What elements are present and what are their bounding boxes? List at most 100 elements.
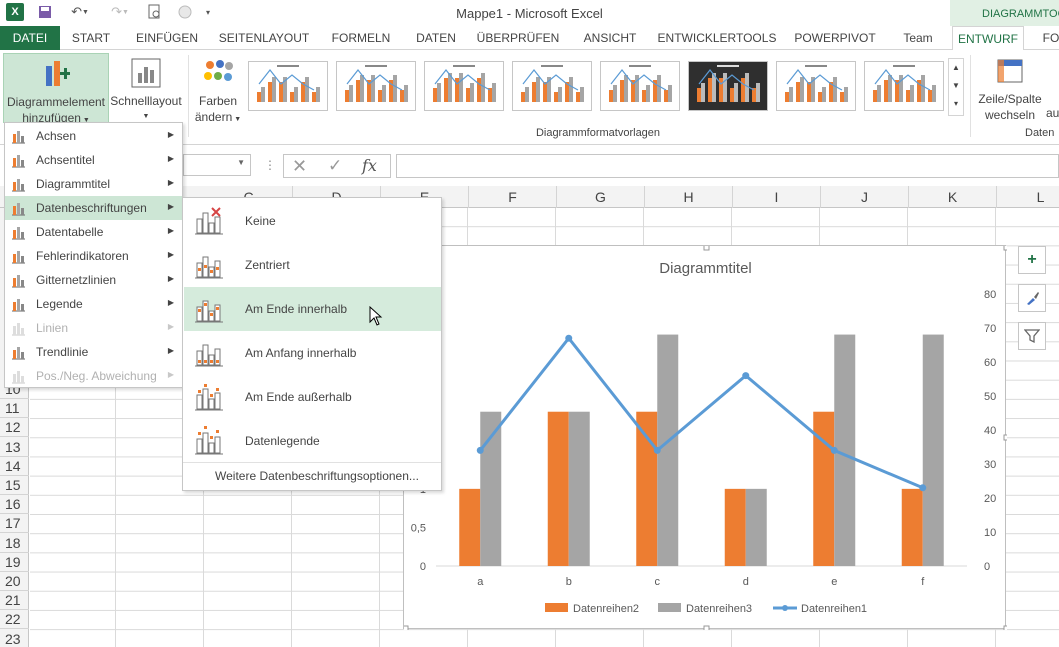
tab-überprüfen[interactable]: ÜBERPRÜFEN [476, 31, 560, 45]
undo-icon[interactable]: ↶ ▼ [71, 4, 89, 19]
menu-item-posnegabweichung[interactable]: Pos./Neg. Abweichung ▶ [5, 364, 182, 388]
chart-elements-plus-icon[interactable]: + [1018, 246, 1046, 274]
chart-styles-brush-icon[interactable] [1018, 284, 1046, 312]
chart-style-thumbnail[interactable] [864, 61, 944, 111]
confirm-icon[interactable]: ✓ [328, 156, 343, 175]
name-box[interactable]: ▼ [183, 154, 251, 176]
menu-item-linien[interactable]: Linien ▶ [5, 316, 182, 340]
menu-item-gitternetzlinien[interactable]: Gitternetzlinien ▶ [5, 268, 182, 292]
resize-handle[interactable] [1003, 625, 1007, 630]
line-point-a[interactable] [476, 446, 484, 454]
tab-fo[interactable]: FO [1042, 31, 1059, 45]
chart-title[interactable]: Diagrammtitel [659, 260, 752, 277]
gallery-scroll[interactable]: ▲ ▼ ▾ [948, 58, 964, 116]
bar-datenreihen2-f[interactable] [901, 488, 923, 566]
menu-item-datentabelle[interactable]: Datentabelle ▶ [5, 220, 182, 244]
circle-icon[interactable] [176, 3, 194, 21]
chart-style-thumbnail[interactable] [776, 61, 856, 111]
redo-icon[interactable]: ↷ ▼ [111, 4, 129, 19]
row-header-19[interactable]: 19 [0, 553, 29, 572]
submenu-item-1[interactable]: Keine [184, 199, 441, 243]
chart-style-thumbnail[interactable] [688, 61, 768, 111]
tab-seitenlayout[interactable]: SEITENLAYOUT [218, 31, 310, 45]
bar-datenreihen2-e[interactable] [813, 411, 835, 566]
bar-datenreihen3-a[interactable] [480, 411, 502, 566]
bar-datenreihen3-c[interactable] [657, 334, 679, 566]
row-header-14[interactable]: 14 [0, 457, 29, 476]
column-header-h[interactable]: H [645, 186, 733, 208]
row-header-23[interactable]: 23 [0, 630, 29, 647]
row-header-18[interactable]: 18 [0, 534, 29, 553]
submenu-item-6[interactable]: Datenlegende [184, 419, 441, 463]
row-header-20[interactable]: 20 [0, 572, 29, 591]
tab-entwurf[interactable]: ENTWURF [952, 26, 1024, 51]
bar-datenreihen3-f[interactable] [922, 334, 944, 566]
menu-item-diagrammtitel[interactable]: Diagrammtitel ▶ [5, 172, 182, 196]
row-header-11[interactable]: 11 [0, 399, 29, 419]
resize-handle[interactable] [1003, 434, 1007, 441]
save-icon[interactable] [36, 3, 54, 21]
line-point-d[interactable] [742, 372, 750, 380]
print-preview-icon[interactable] [146, 3, 164, 21]
tab-ansicht[interactable]: ANSICHT [583, 31, 637, 45]
bar-datenreihen3-d[interactable] [745, 488, 767, 566]
submenu-item-5[interactable]: Am Ende außerhalb [184, 375, 441, 419]
resize-handle[interactable] [404, 625, 409, 630]
line-point-e[interactable] [830, 446, 838, 454]
tab-team[interactable]: Team [903, 31, 933, 45]
bar-datenreihen3-e[interactable] [834, 334, 856, 566]
cancel-icon[interactable]: ✕ [292, 156, 308, 176]
menu-item-legende[interactable]: Legende ▶ [5, 292, 182, 316]
row-header-21[interactable]: 21 [0, 591, 29, 611]
column-header-j[interactable]: J [821, 186, 909, 208]
tab-einfügen[interactable]: EINFÜGEN [135, 31, 198, 45]
more-data-label-options[interactable]: Weitere Datenbeschriftungsoptionen... [215, 469, 419, 483]
menu-item-achsentitel[interactable]: Achsentitel ▶ [5, 148, 182, 172]
column-header-g[interactable]: G [557, 186, 645, 208]
line-point-b[interactable] [565, 334, 573, 342]
tab-start[interactable]: START [71, 31, 111, 45]
tab-formeln[interactable]: FORMELN [331, 31, 391, 45]
submenu-item-3[interactable]: Am Ende innerhalb [184, 287, 441, 331]
column-header-k[interactable]: K [909, 186, 997, 208]
quick-layout-button[interactable]: Schnelllayout ▼ [110, 53, 182, 123]
insert-function-icon[interactable]: fx [362, 156, 377, 175]
legend-label-datenreihen1[interactable]: Datenreihen1 [801, 603, 867, 615]
line-point-f[interactable] [919, 484, 927, 492]
formula-input[interactable] [396, 154, 1059, 178]
column-header-f[interactable]: F [469, 186, 557, 208]
column-header-i[interactable]: I [733, 186, 821, 208]
tab-entwicklertools[interactable]: ENTWICKLERTOOLS [657, 31, 777, 45]
chart-style-thumbnail[interactable] [336, 61, 416, 111]
customize-qat-icon[interactable]: ▾ [205, 7, 210, 17]
tab-daten[interactable]: DATEN [416, 31, 456, 45]
bar-datenreihen2-a[interactable] [459, 488, 481, 566]
bar-datenreihen2-b[interactable] [547, 411, 569, 566]
tab-powerpivot[interactable]: POWERPIVOT [794, 31, 876, 45]
bar-datenreihen2-d[interactable] [724, 488, 746, 566]
add-chart-element-button[interactable]: Diagrammelement hinzufügen ▼ [3, 53, 109, 125]
row-header-22[interactable]: 22 [0, 610, 29, 630]
row-header-15[interactable]: 15 [0, 476, 29, 495]
submenu-item-2[interactable]: Zentriert [184, 243, 441, 287]
column-header-l[interactable]: L [997, 186, 1059, 208]
resize-handle[interactable] [1003, 246, 1007, 251]
menu-item-datenbeschriftungen[interactable]: Datenbeschriftungen ▶ [5, 196, 182, 220]
chart-style-thumbnail[interactable] [248, 61, 328, 111]
menu-item-achsen[interactable]: Achsen ▶ [5, 124, 182, 148]
chart-style-thumbnail[interactable] [424, 61, 504, 111]
row-header-17[interactable]: 17 [0, 514, 29, 534]
chart-style-thumbnail[interactable] [600, 61, 680, 111]
line-datenreihen1[interactable] [479, 335, 924, 490]
chart-style-thumbnail[interactable] [512, 61, 592, 111]
menu-item-fehlerindikatoren[interactable]: Fehlerindikatoren ▶ [5, 244, 182, 268]
change-colors-button[interactable]: Farben ändern ▼ [190, 53, 246, 124]
legend-label-datenreihen2[interactable]: Datenreihen2 [573, 603, 639, 615]
row-header-13[interactable]: 13 [0, 438, 29, 457]
line-point-c[interactable] [653, 446, 661, 454]
switch-row-column-button[interactable]: Zeile/Spalte wechseln [972, 53, 1048, 123]
tab-datei[interactable]: DATEI [0, 26, 60, 50]
row-header-16[interactable]: 16 [0, 495, 29, 515]
chart-object[interactable]: Diagrammtitel abcdef00,51010203040506070… [403, 245, 1007, 630]
resize-handle[interactable] [703, 625, 710, 630]
